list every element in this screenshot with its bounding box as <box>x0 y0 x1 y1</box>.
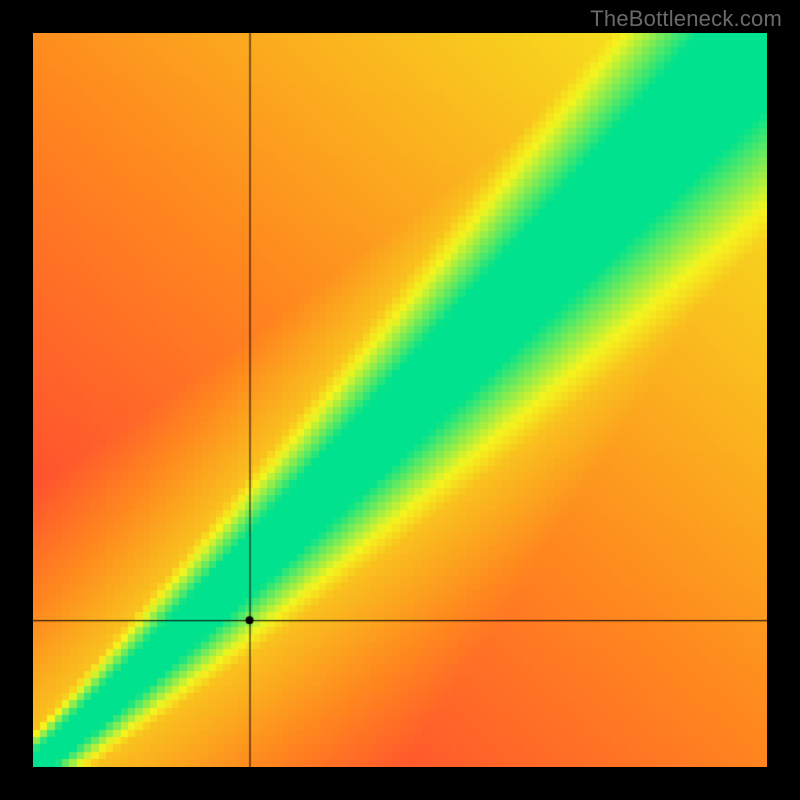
figure-container: TheBottleneck.com <box>0 0 800 800</box>
heatmap-plot <box>33 33 767 767</box>
heatmap-canvas <box>33 33 767 767</box>
watermark-text: TheBottleneck.com <box>590 6 782 32</box>
